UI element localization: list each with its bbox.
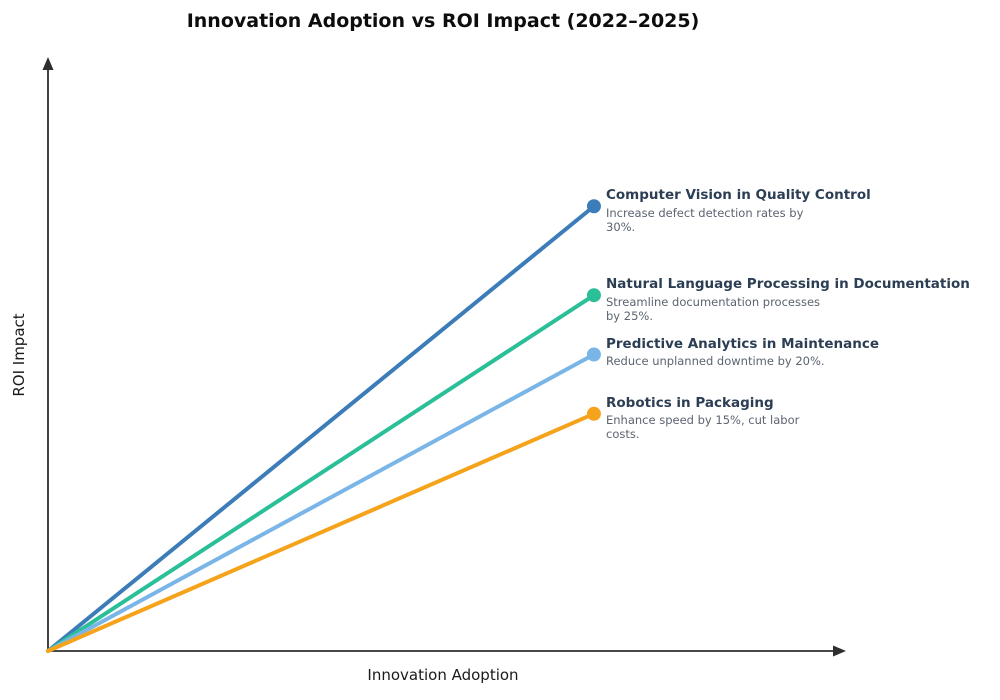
chart-title: Innovation Adoption vs ROI Impact (2022–… <box>186 10 700 32</box>
series-endpoint-dot <box>586 347 601 362</box>
series-trend-line <box>46 411 596 653</box>
y-axis-label: ROI Impact <box>10 313 28 397</box>
series-endpoint-dot <box>586 199 601 214</box>
series-trend-line <box>46 204 596 653</box>
series-endpoint-dot <box>586 406 601 421</box>
series-label: Predictive Analytics in Maintenance <box>606 335 879 352</box>
series-trend-line <box>46 293 596 653</box>
series-description: Increase defect detection rates by 30%. <box>606 205 804 234</box>
series-label: Natural Language Processing in Documenta… <box>606 276 970 293</box>
series-endpoint-dot <box>586 288 601 303</box>
series-annotation-robotics: Robotics in Packaging Enhance speed by 1… <box>606 394 996 442</box>
series-annotation-computer-vision: Computer Vision in Quality Control Incre… <box>606 188 996 234</box>
series-trend-line <box>46 352 596 653</box>
series-description: Streamline documentation processes by 25… <box>606 294 821 323</box>
y-axis-arrowhead-icon <box>42 57 54 70</box>
series-description: Reduce unplanned downtime by 20%. <box>606 354 825 369</box>
x-axis-arrowhead-icon <box>833 645 846 657</box>
series-label: Robotics in Packaging <box>606 394 774 411</box>
x-axis-label: Innovation Adoption <box>367 666 519 684</box>
series-annotation-nlp: Natural Language Processing in Documenta… <box>606 277 996 323</box>
series-annotation-predictive-analytics: Predictive Analytics in Maintenance Redu… <box>606 335 996 369</box>
series-lines-layer <box>46 199 601 653</box>
series-label: Computer Vision in Quality Control <box>606 187 871 204</box>
series-description: Enhance speed by 15%, cut labor costs. <box>606 413 800 442</box>
